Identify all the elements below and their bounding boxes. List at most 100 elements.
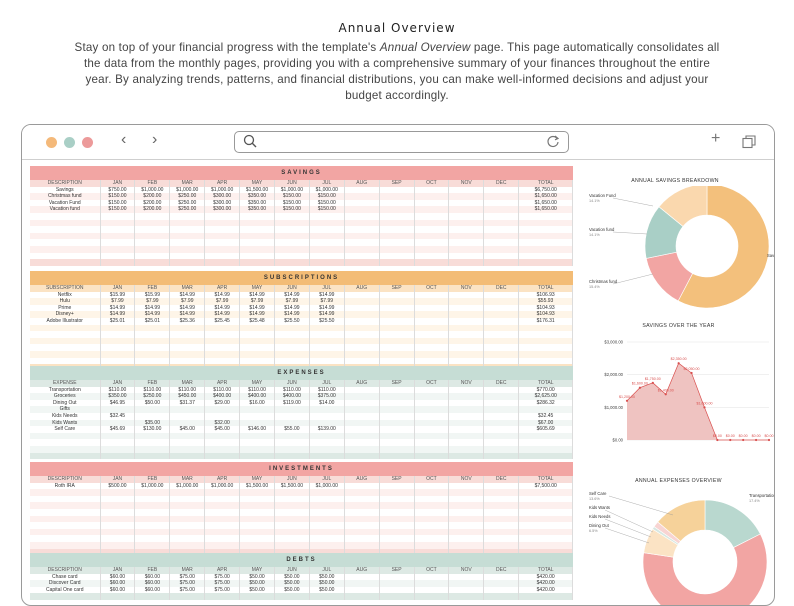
cell-value[interactable]	[204, 406, 241, 413]
empty-cell[interactable]	[518, 489, 574, 496]
empty-cell[interactable]	[414, 445, 450, 453]
cell-value[interactable]	[379, 291, 415, 299]
empty-cell[interactable]	[274, 508, 310, 516]
empty-cell[interactable]	[518, 226, 574, 233]
empty-cell[interactable]	[518, 515, 574, 523]
empty-cell[interactable]	[414, 495, 450, 503]
empty-cell[interactable]	[379, 357, 415, 365]
row-description[interactable]: Prime	[30, 304, 101, 312]
cell-value[interactable]: $250.00	[134, 393, 171, 400]
empty-cell[interactable]	[414, 439, 450, 446]
empty-cell[interactable]	[204, 432, 241, 440]
empty-cell[interactable]	[448, 535, 485, 542]
empty-cell[interactable]	[518, 324, 574, 332]
row-description[interactable]: Vacation Fund	[30, 199, 101, 207]
empty-cell[interactable]	[414, 350, 450, 358]
empty-cell[interactable]	[344, 324, 380, 332]
empty-cell[interactable]	[169, 495, 206, 503]
empty-cell[interactable]	[483, 508, 520, 516]
empty-cell[interactable]	[344, 445, 380, 453]
empty-cell[interactable]	[134, 212, 171, 220]
cell-value[interactable]: $46.95	[100, 399, 136, 407]
cell-value[interactable]	[379, 573, 415, 581]
cell-value[interactable]: $200.00	[134, 199, 171, 207]
cell-value[interactable]	[344, 393, 380, 400]
empty-cell[interactable]	[100, 337, 136, 345]
empty-cell[interactable]	[309, 344, 345, 351]
empty-cell[interactable]	[30, 239, 101, 246]
empty-cell[interactable]	[204, 357, 241, 365]
cell-value[interactable]	[344, 317, 380, 325]
empty-cell[interactable]	[448, 212, 485, 220]
empty-cell[interactable]	[204, 535, 241, 542]
empty-cell[interactable]	[239, 245, 275, 253]
cell-value[interactable]	[448, 573, 485, 581]
cell-value[interactable]	[344, 193, 380, 200]
empty-cell[interactable]	[169, 324, 206, 332]
empty-cell[interactable]	[518, 245, 574, 253]
cell-value[interactable]	[239, 406, 275, 413]
empty-cell[interactable]	[309, 239, 345, 246]
empty-cell[interactable]	[309, 212, 345, 220]
cell-value[interactable]	[483, 399, 520, 407]
empty-cell[interactable]	[169, 245, 206, 253]
empty-cell[interactable]	[134, 445, 171, 453]
cell-value[interactable]: $250.00	[169, 206, 206, 213]
empty-cell[interactable]	[483, 495, 520, 503]
address-bar[interactable]	[234, 131, 569, 153]
cell-value[interactable]	[448, 291, 485, 299]
empty-cell[interactable]	[379, 212, 415, 220]
empty-cell[interactable]	[448, 495, 485, 503]
empty-cell[interactable]	[30, 212, 101, 220]
empty-cell[interactable]	[344, 331, 380, 338]
empty-cell[interactable]	[239, 541, 275, 549]
cell-value[interactable]	[239, 419, 275, 427]
empty-cell[interactable]	[448, 515, 485, 523]
empty-cell[interactable]	[134, 219, 171, 227]
cell-value[interactable]	[414, 573, 450, 581]
empty-cell[interactable]	[134, 357, 171, 365]
cell-value[interactable]	[483, 412, 520, 420]
cell-value[interactable]: $350.00	[239, 206, 275, 213]
empty-cell[interactable]	[169, 226, 206, 233]
empty-cell[interactable]	[204, 350, 241, 358]
cell-value[interactable]	[344, 482, 380, 490]
cell-value[interactable]	[344, 399, 380, 407]
empty-cell[interactable]	[379, 432, 415, 440]
cell-value[interactable]	[414, 206, 450, 213]
cell-value[interactable]: $50.00	[309, 586, 345, 594]
cell-value[interactable]: $50.00	[309, 573, 345, 581]
cell-value[interactable]	[448, 412, 485, 420]
empty-cell[interactable]	[134, 350, 171, 358]
cell-value[interactable]	[414, 482, 450, 490]
empty-cell[interactable]	[100, 508, 136, 516]
row-description[interactable]: Christmas fund	[30, 193, 101, 200]
empty-cell[interactable]	[100, 252, 136, 260]
cell-value[interactable]	[414, 298, 450, 305]
empty-cell[interactable]	[100, 515, 136, 523]
empty-cell[interactable]	[30, 357, 101, 365]
empty-cell[interactable]	[134, 495, 171, 503]
empty-cell[interactable]	[414, 219, 450, 227]
cell-value[interactable]: $400.00	[274, 393, 310, 400]
cell-value[interactable]: $150.00	[309, 206, 345, 213]
cell-value[interactable]	[169, 412, 206, 420]
cell-value[interactable]: $25.01	[134, 317, 171, 325]
cell-value[interactable]: $50.00	[239, 580, 275, 587]
empty-cell[interactable]	[30, 502, 101, 509]
empty-cell[interactable]	[483, 439, 520, 446]
empty-cell[interactable]	[483, 331, 520, 338]
empty-cell[interactable]	[344, 357, 380, 365]
empty-cell[interactable]	[204, 219, 241, 227]
empty-cell[interactable]	[344, 515, 380, 523]
cell-value[interactable]	[379, 193, 415, 200]
cell-value[interactable]: $400.00	[204, 393, 241, 400]
empty-cell[interactable]	[414, 226, 450, 233]
empty-cell[interactable]	[134, 245, 171, 253]
cell-value[interactable]: $60.00	[100, 586, 136, 594]
empty-cell[interactable]	[518, 252, 574, 260]
empty-cell[interactable]	[414, 515, 450, 523]
cell-value[interactable]	[379, 426, 415, 433]
cell-value[interactable]	[379, 406, 415, 413]
empty-cell[interactable]	[344, 508, 380, 516]
